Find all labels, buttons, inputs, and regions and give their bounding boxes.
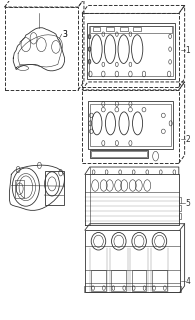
Bar — [89, 26, 173, 76]
Text: 5: 5 — [186, 198, 191, 207]
Bar — [93, 27, 100, 31]
Bar — [90, 26, 172, 33]
Bar — [87, 23, 175, 79]
Text: 3: 3 — [63, 30, 67, 39]
Text: 2: 2 — [186, 135, 190, 144]
Text: 3: 3 — [63, 30, 67, 39]
Bar — [179, 205, 181, 211]
Bar — [45, 171, 64, 205]
Bar — [179, 213, 181, 219]
Bar — [106, 27, 114, 31]
Bar — [132, 270, 146, 291]
Bar — [179, 197, 181, 203]
Bar — [82, 13, 179, 87]
Bar — [90, 150, 148, 158]
Bar — [91, 270, 106, 291]
Bar — [152, 270, 167, 291]
Bar — [85, 230, 180, 292]
Bar — [15, 180, 24, 197]
Text: 1: 1 — [186, 45, 190, 55]
Bar — [84, 286, 181, 292]
Bar — [82, 90, 179, 163]
Bar — [88, 101, 173, 149]
Bar — [111, 270, 126, 291]
Bar — [133, 27, 141, 31]
Bar — [4, 7, 78, 90]
Bar — [120, 27, 128, 31]
Bar — [90, 104, 171, 146]
Text: 4: 4 — [186, 276, 191, 285]
Bar — [91, 151, 147, 157]
